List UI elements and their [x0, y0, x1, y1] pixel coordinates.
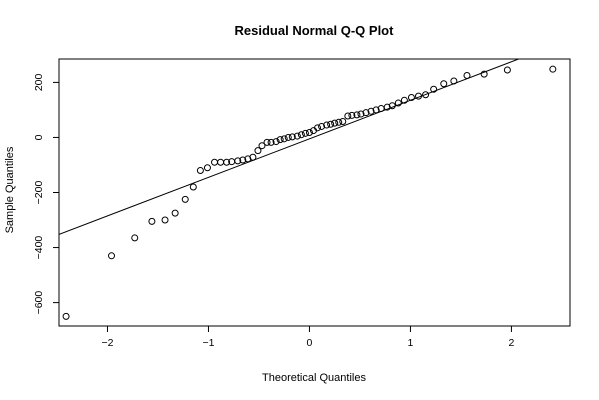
x-tick-label: −1 — [202, 337, 214, 349]
data-point — [223, 158, 231, 166]
data-point — [244, 155, 252, 163]
data-points — [62, 65, 557, 320]
data-point — [450, 77, 458, 85]
qq-reference-line — [59, 59, 521, 235]
data-point — [249, 153, 257, 161]
data-point — [480, 70, 488, 78]
y-axis: −600 −400 −200 0 200 — [33, 73, 59, 314]
data-point — [348, 111, 356, 119]
chart-title: Residual Normal Q-Q Plot — [235, 23, 395, 38]
data-point — [284, 133, 292, 141]
data-point — [62, 312, 70, 320]
data-point — [305, 128, 313, 136]
data-point — [272, 138, 280, 146]
y-tick-label: 200 — [33, 73, 45, 91]
data-point — [297, 131, 305, 139]
data-point — [388, 102, 396, 110]
data-point — [383, 103, 391, 111]
data-point — [196, 166, 204, 174]
plot-frame — [58, 58, 571, 327]
data-point — [171, 209, 179, 217]
y-tick-label: −200 — [33, 181, 45, 205]
data-point — [314, 124, 322, 132]
data-point — [148, 217, 156, 225]
data-point — [276, 136, 284, 144]
x-axis-label: Theoretical Quantiles — [262, 372, 366, 384]
data-point — [234, 157, 242, 165]
x-axis: −2 −1 0 1 2 — [101, 326, 515, 349]
data-point — [549, 65, 557, 73]
data-point — [440, 80, 448, 88]
data-point — [372, 106, 380, 114]
data-point — [263, 138, 271, 146]
y-tick-label: −600 — [33, 291, 45, 315]
data-point — [331, 119, 339, 127]
data-point — [367, 107, 375, 115]
x-tick-label: 0 — [307, 337, 313, 349]
x-tick-label: 2 — [509, 337, 515, 349]
data-point — [344, 112, 352, 120]
data-point — [323, 121, 331, 129]
data-point — [357, 110, 365, 118]
x-tick-label: −2 — [101, 337, 113, 349]
data-point — [239, 156, 247, 164]
reference-line-layer — [59, 59, 521, 235]
data-point — [318, 122, 326, 130]
data-point — [203, 164, 211, 172]
data-point — [131, 234, 139, 242]
data-point — [415, 92, 423, 100]
data-point — [422, 91, 430, 99]
data-point — [267, 138, 275, 146]
y-axis-label: Sample Quantiles — [4, 146, 16, 233]
data-point — [339, 117, 347, 125]
data-point — [280, 135, 288, 143]
data-point — [362, 109, 370, 117]
data-point — [394, 99, 402, 107]
data-point — [211, 158, 219, 166]
data-point — [161, 216, 169, 224]
data-point — [400, 96, 408, 104]
y-tick-label: 0 — [33, 134, 45, 140]
data-point — [463, 72, 471, 80]
data-point — [217, 158, 225, 166]
data-point — [301, 129, 309, 137]
data-point — [181, 195, 189, 203]
x-tick-label: 1 — [408, 337, 414, 349]
data-point — [258, 142, 266, 150]
data-point — [288, 133, 296, 141]
data-point — [327, 120, 335, 128]
data-point — [254, 147, 262, 155]
data-point — [407, 94, 415, 102]
y-tick-label: −400 — [33, 236, 45, 260]
data-point — [503, 66, 511, 74]
data-point — [293, 132, 301, 140]
data-point — [430, 85, 438, 93]
data-point — [108, 252, 116, 260]
data-point — [189, 183, 197, 191]
data-point — [335, 118, 343, 126]
data-point — [353, 111, 361, 119]
